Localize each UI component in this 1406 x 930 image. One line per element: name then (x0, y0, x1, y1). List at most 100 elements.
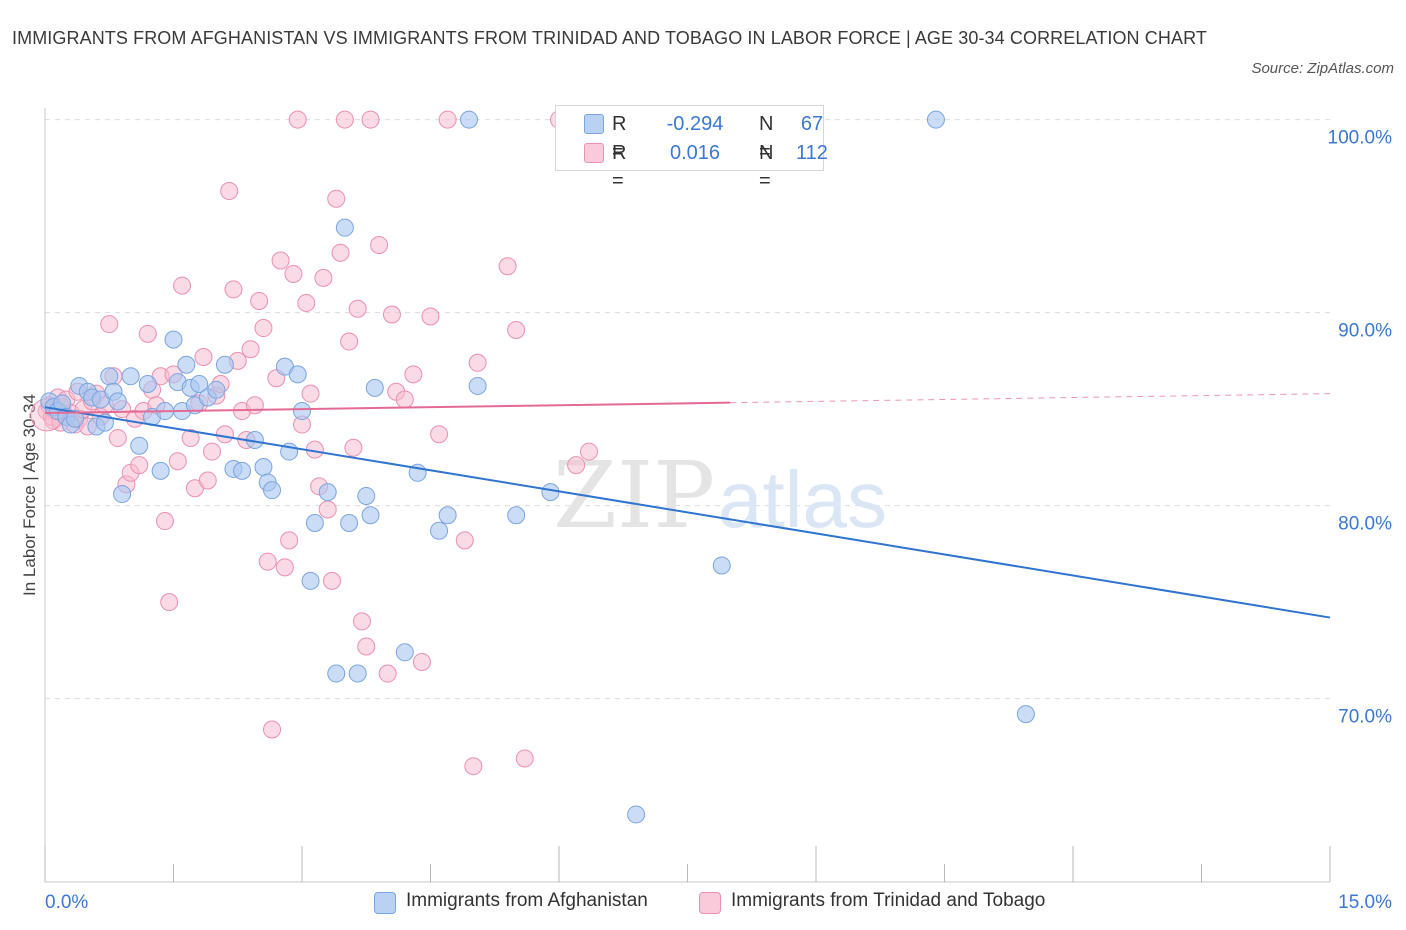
point-trinidad (288, 110, 307, 129)
point-trinidad (357, 637, 376, 656)
point-trinidad (318, 500, 337, 519)
point-trinidad (194, 347, 213, 366)
point-afghanistan (712, 556, 731, 575)
trend-line-afghanistan (44, 406, 1331, 619)
point-trinidad (258, 552, 277, 571)
point-trinidad (378, 664, 397, 683)
point-trinidad (352, 612, 371, 631)
point-trinidad (297, 293, 316, 312)
point-trinidad (322, 571, 341, 590)
point-trinidad (515, 749, 534, 768)
point-afghanistan (121, 367, 140, 386)
point-trinidad (284, 264, 303, 283)
point-trinidad (280, 531, 299, 550)
legend-r-label: R = (612, 142, 627, 192)
point-trinidad (340, 332, 359, 351)
bottom-legend-swatch-pink (699, 892, 721, 914)
bottom-legend-label-afghanistan: Immigrants from Afghanistan (406, 890, 648, 911)
point-afghanistan (926, 110, 945, 129)
point-trinidad (348, 299, 367, 318)
y-axis-label: In Labor Force | Age 30-34 (20, 394, 39, 596)
point-trinidad (498, 257, 517, 276)
x-tick-label-max: 15.0% (1338, 892, 1392, 913)
point-afghanistan (215, 355, 234, 374)
point-trinidad (254, 319, 273, 338)
point-trinidad (203, 442, 222, 461)
trend-line-trinidad-solid (44, 401, 731, 414)
point-afghanistan (365, 378, 384, 397)
point-trinidad (455, 531, 474, 550)
point-afghanistan (361, 506, 380, 525)
source-note: Source: ZipAtlas.com (1251, 60, 1394, 77)
point-trinidad (438, 110, 457, 129)
point-afghanistan (263, 481, 282, 500)
point-afghanistan (348, 664, 367, 683)
series-trinidad-points (30, 110, 598, 776)
point-trinidad (464, 757, 483, 776)
point-trinidad (314, 268, 333, 287)
legend-swatch-pink (584, 143, 604, 163)
x-tick-label-min: 0.0% (45, 892, 88, 913)
point-afghanistan (293, 402, 311, 421)
x-tick-labels: 0.0% 15.0% (45, 892, 1392, 913)
point-afghanistan (318, 483, 337, 502)
point-trinidad (412, 652, 431, 671)
point-afghanistan (1016, 705, 1035, 724)
point-afghanistan (340, 513, 359, 532)
point-trinidad (507, 320, 526, 339)
point-trinidad (361, 110, 380, 129)
point-trinidad (198, 471, 217, 490)
point-afghanistan (108, 392, 127, 411)
point-trinidad (301, 384, 320, 403)
point-trinidad (224, 280, 243, 299)
point-afghanistan (357, 486, 376, 505)
point-trinidad (430, 425, 449, 444)
point-trinidad (579, 442, 598, 461)
point-trinidad (344, 438, 363, 457)
point-trinidad (155, 512, 174, 531)
legend-r-value-afghanistan: -0.294 (666, 113, 724, 135)
point-afghanistan (395, 643, 414, 662)
point-trinidad (395, 390, 414, 409)
point-afghanistan (627, 805, 646, 824)
point-trinidad (130, 456, 149, 475)
point-trinidad (173, 276, 192, 295)
legend-n-label: N = (759, 142, 774, 192)
point-afghanistan (190, 375, 209, 394)
trend-lines (44, 393, 1331, 619)
point-afghanistan (113, 485, 132, 504)
point-afghanistan (207, 380, 226, 399)
point-trinidad (382, 305, 401, 324)
point-trinidad (168, 452, 187, 471)
point-trinidad (327, 189, 346, 208)
point-afghanistan (507, 506, 526, 525)
y-tick-label-80: 80.0% (1338, 514, 1392, 535)
point-trinidad (421, 307, 440, 326)
point-trinidad (404, 365, 423, 384)
point-trinidad (220, 181, 239, 200)
point-trinidad (100, 315, 119, 334)
chart-title: IMMIGRANTS FROM AFGHANISTAN VS IMMIGRANT… (12, 28, 1207, 48)
point-trinidad (567, 456, 586, 475)
point-trinidad (271, 251, 290, 270)
point-trinidad (245, 396, 264, 415)
point-afghanistan (288, 365, 307, 384)
legend-n-value-trinidad: 112 (796, 142, 828, 164)
point-afghanistan (430, 521, 449, 540)
point-afghanistan (177, 355, 196, 374)
y-tick-label-70: 70.0% (1338, 707, 1392, 728)
point-trinidad (241, 340, 260, 359)
point-afghanistan (130, 436, 149, 455)
point-afghanistan (327, 664, 346, 683)
bottom-legend-label-trinidad: Immigrants from Trinidad and Tobago (731, 890, 1046, 911)
series-afghanistan-points (40, 110, 1035, 824)
legend-n-label: N = (759, 113, 774, 163)
stats-legend: R = -0.294 N = 67 R = 0.016 N = 112 (555, 105, 828, 192)
point-afghanistan (254, 458, 273, 477)
point-afghanistan (65, 409, 84, 428)
legend-r-value-trinidad: 0.016 (669, 142, 721, 164)
axes (44, 108, 1331, 883)
point-trinidad (181, 429, 200, 448)
point-afghanistan (151, 461, 170, 480)
point-afghanistan (164, 330, 183, 349)
